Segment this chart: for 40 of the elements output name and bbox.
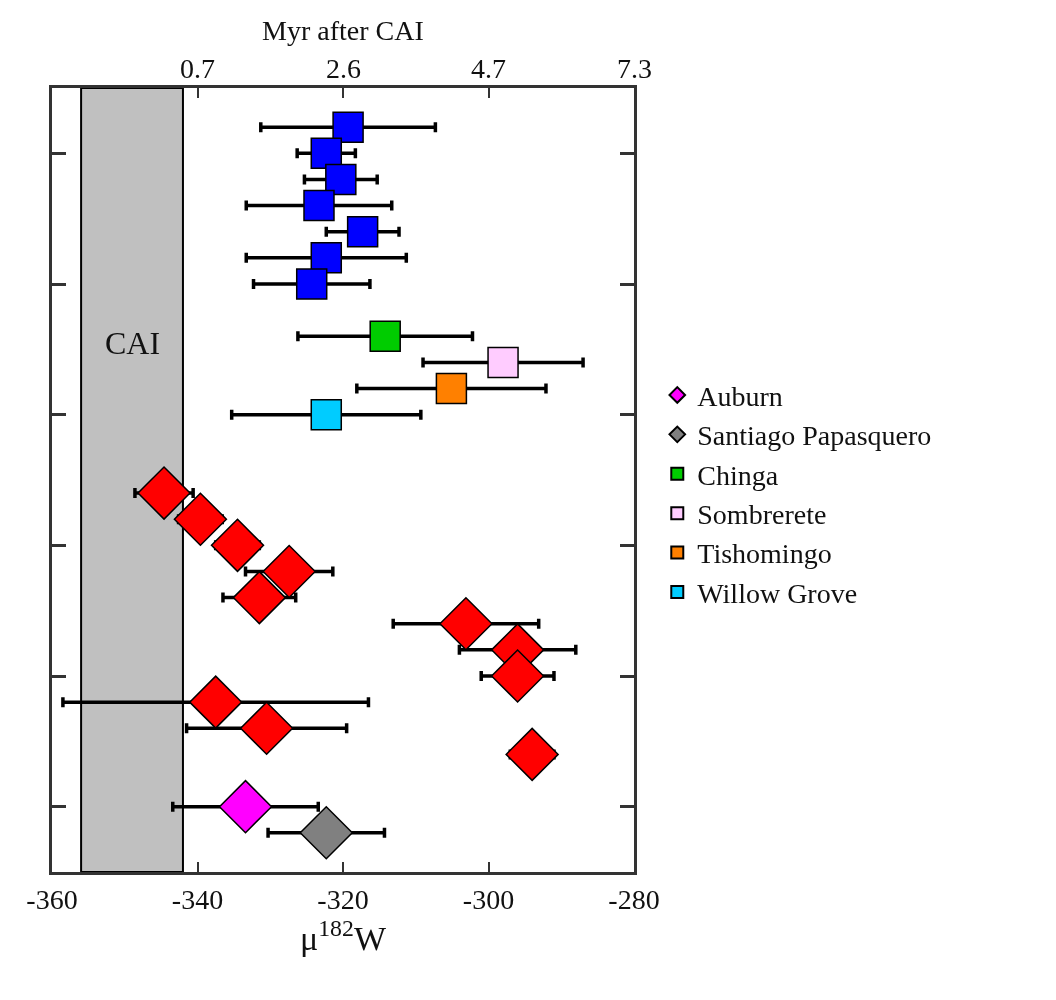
legend-label: Auburn [697, 380, 783, 412]
legend-label: Chinga [697, 459, 779, 491]
point [232, 570, 287, 625]
point [295, 268, 328, 300]
legend-label: Santiago Papasquero [697, 420, 932, 452]
point [210, 518, 265, 573]
point [369, 320, 401, 353]
legend-label: Sombrerete [697, 499, 827, 531]
point [299, 806, 354, 860]
point [490, 649, 545, 703]
point [346, 215, 379, 248]
text: 4.7 [471, 53, 506, 84]
x-tick-label: -360 [26, 883, 78, 915]
point [218, 779, 273, 834]
x-tick-label: -280 [608, 883, 660, 915]
x-tick-label: -340 [171, 883, 224, 915]
point [239, 701, 294, 756]
point [505, 727, 559, 782]
band-label: CAI [105, 325, 161, 361]
point [332, 111, 364, 143]
point [325, 163, 357, 196]
x-tick-label: -320 [317, 883, 369, 915]
point [487, 346, 519, 379]
x-axis-title: μ$^{182}$W [299, 914, 387, 957]
point [310, 398, 343, 431]
point [188, 675, 243, 729]
legend-label: Willow Grove [697, 577, 858, 609]
point [439, 596, 493, 651]
point [262, 544, 316, 599]
legend-label: Tishomingo [697, 538, 832, 570]
point [137, 466, 191, 520]
x-tick-label: -300 [462, 883, 515, 915]
point [310, 242, 343, 274]
x2-axis-title: Myr after CAI [262, 15, 424, 46]
text: 2.6 [326, 53, 361, 84]
point [173, 492, 228, 546]
point [303, 189, 335, 222]
text: 7.3 [617, 53, 652, 84]
point [435, 372, 468, 405]
text: 0.7 [180, 53, 215, 84]
